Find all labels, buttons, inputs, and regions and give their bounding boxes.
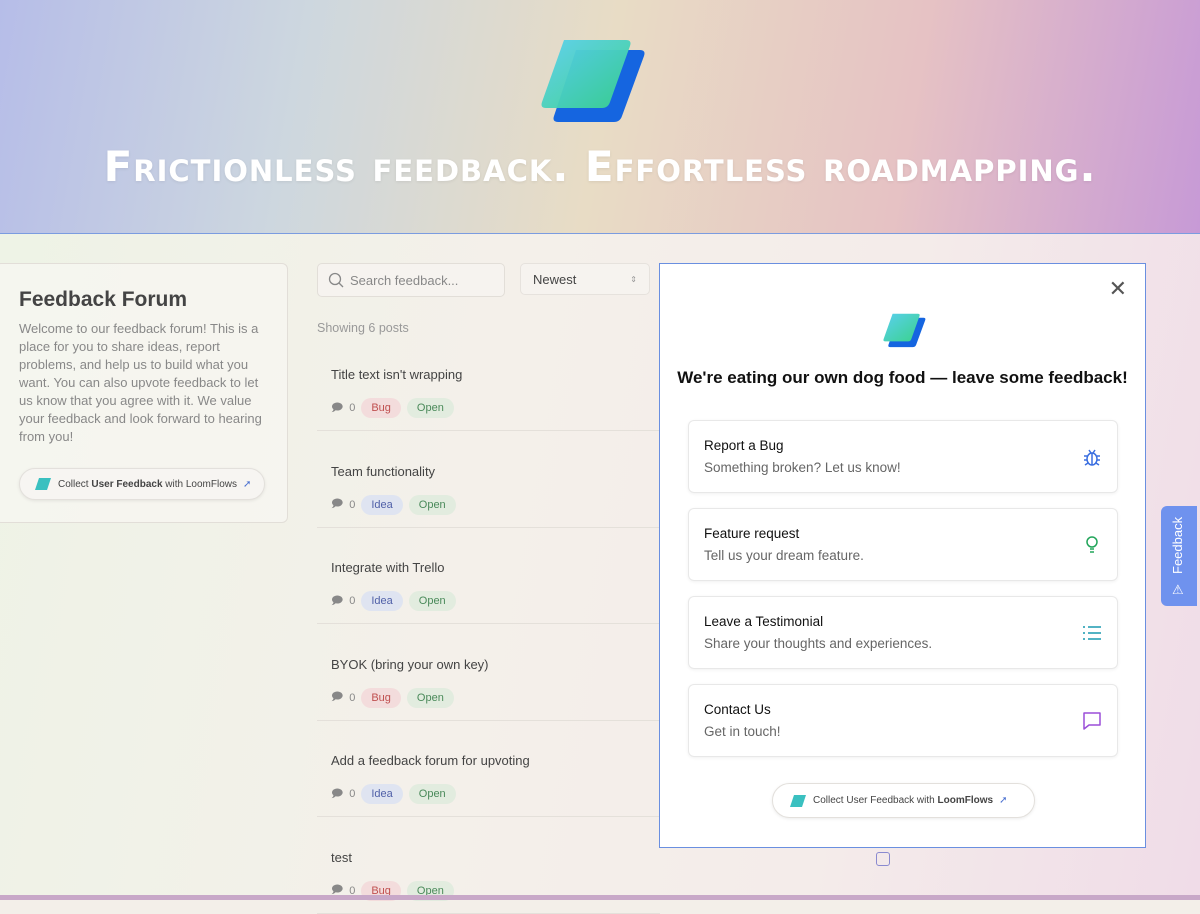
cursor-icon: ➚ [999,795,1008,806]
comment-icon: 🗩 [331,401,344,414]
post-title[interactable]: Add a feedback forum for upvoting [331,753,530,768]
bottom-edge [0,895,1200,900]
send-icon: ⚠ [1172,582,1184,597]
post-meta: 🗩 0 Bug Open [331,398,454,418]
type-badge: Idea [361,494,403,515]
status-badge: Open [408,591,456,611]
type-badge: Idea [361,591,403,611]
modal-heading: We're eating our own dog food — leave so… [677,368,1128,387]
post-count: Showing 6 posts [317,321,409,335]
loomflows-badge[interactable]: Collect User Feedback with LoomFlows ➚ [772,783,1035,818]
bug-icon [1081,446,1103,468]
forum-description: Welcome to our feedback forum! This is a… [19,321,262,444]
feedback-option[interactable]: Report a Bug Something broken? Let us kn… [688,420,1118,493]
post-title[interactable]: Title text isn't wrapping [331,367,463,382]
badge-bold: LoomFlows [937,795,994,806]
checkbox[interactable] [876,852,890,866]
feedback-tab-label: Feedback [1170,516,1185,574]
feedback-modal: ✕ We're eating our own dog food — leave … [659,263,1146,848]
hero-title: Frictionless feedback. Effortless roadma… [103,142,1097,191]
post-meta: 🗩 0 Idea Open [331,591,456,611]
feedback-option[interactable]: Contact Us Get in touch! [688,684,1118,757]
option-title: Report a Bug [704,438,784,453]
comment-count: 0 [349,595,356,607]
option-subtitle: Something broken? Let us know! [704,460,901,475]
loomflows-logo [883,313,926,348]
comment-icon: 🗩 [331,884,344,896]
post-meta: 🗩 0 Idea Open [331,494,456,515]
sort-value: Newest [533,271,577,287]
comment-icon: 🗩 [331,691,344,703]
message-icon [1081,710,1103,732]
comment-icon: 🗩 [331,787,344,800]
lightbulb-icon [1081,534,1103,556]
post-title[interactable]: Team functionality [331,463,436,479]
comment-icon: 🗩 [331,594,344,607]
hero-banner: Frictionless feedback. Effortless roadma… [0,0,1200,233]
post-item[interactable]: Team functionality 🗩 0 Idea Open [317,431,660,528]
status-badge: Open [408,494,456,515]
comment-count: 0 [349,402,356,414]
type-badge: Idea [361,784,403,804]
loomflows-logo [541,40,645,122]
type-badge: Bug [361,687,401,708]
badge-text: Collect User Feedback with [813,795,938,806]
status-badge: Open [406,398,454,418]
chevron-updown-icon: ⇕ [630,274,637,284]
option-title: Feature request [704,526,800,541]
search-icon [328,272,344,288]
post-meta: 🗩 0 Bug Open [331,687,454,708]
close-icon[interactable]: ✕ [1108,276,1127,301]
option-subtitle: Tell us your dream feature. [704,548,864,563]
post-title[interactable]: BYOK (bring your own key) [331,656,489,672]
search-placeholder: Search feedback... [350,272,459,288]
post-title[interactable]: Integrate with Trello [331,560,445,575]
post-meta: 🗩 0 Idea Open [331,784,456,804]
sort-select[interactable]: Newest ⇕ [520,263,650,295]
option-subtitle: Get in touch! [704,724,781,739]
comment-count: 0 [349,691,356,704]
option-subtitle: Share your thoughts and experiences. [704,636,933,651]
feedback-option[interactable]: Feature request Tell us your dream featu… [688,508,1118,581]
loomflows-logo-icon [35,478,51,490]
loomflows-logo-icon [790,794,806,807]
loomflows-badge[interactable]: Collect User Feedback with LoomFlows ➚ [19,468,265,500]
option-title: Contact Us [704,702,771,717]
list-icon [1081,622,1103,644]
feedback-tab[interactable]: Feedback ⚠ [1161,506,1197,606]
comment-count: 0 [349,788,356,800]
badge-text: Collect [58,478,92,490]
post-item[interactable]: Title text isn't wrapping 🗩 0 Bug Open [317,334,660,431]
comment-count: 0 [349,884,356,897]
forum-info-card: Feedback Forum Welcome to our feedback f… [0,263,288,523]
badge-bold: User Feedback [91,478,163,490]
forum-title: Feedback Forum [19,288,188,311]
post-item[interactable]: BYOK (bring your own key) 🗩 0 Bug Open [317,624,660,721]
status-badge: Open [408,784,456,804]
badge-suffix: with LoomFlows [162,478,237,490]
type-badge: Bug [361,398,401,418]
post-item[interactable]: Integrate with Trello 🗩 0 Idea Open [317,527,660,624]
comment-count: 0 [349,498,356,511]
search-input[interactable]: Search feedback... [317,263,505,297]
option-title: Leave a Testimonial [704,614,824,629]
comment-icon: 🗩 [331,498,344,510]
status-badge: Open [406,687,454,708]
post-title[interactable]: test [331,849,352,865]
cursor-icon: ➚ [242,478,252,490]
feedback-option[interactable]: Leave a Testimonial Share your thoughts … [688,596,1118,669]
post-item[interactable]: Add a feedback forum for upvoting 🗩 0 Ide… [317,720,660,817]
